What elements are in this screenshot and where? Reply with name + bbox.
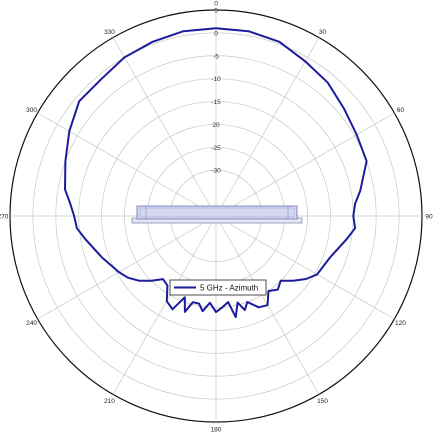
angular-tick-label: 120 — [395, 320, 406, 327]
radial-tick-label: -5 — [213, 53, 219, 60]
radial-tick-label: 5 — [214, 8, 218, 15]
grid-spoke-60 — [215, 112, 395, 217]
radial-tick-label: -15 — [211, 99, 221, 106]
angular-tick-label: 180 — [211, 427, 222, 433]
grid-spoke-240 — [37, 215, 217, 320]
angular-tick-label: 240 — [26, 320, 37, 327]
radial-tick-label: 0 — [214, 30, 218, 37]
angular-tick-label: 90 — [425, 214, 433, 221]
legend-box — [169, 279, 267, 296]
radial-tick-label: -25 — [211, 145, 221, 152]
angular-tick-label: 330 — [104, 29, 115, 36]
angular-tick-label: 210 — [104, 398, 115, 405]
angular-tick-label: 300 — [26, 107, 37, 114]
grid-spoke-30 — [215, 37, 320, 217]
angular-tick-label: 270 — [0, 214, 9, 221]
legend: 5 GHz - Azimuth — [169, 279, 267, 296]
angular-tick-label: 0 — [214, 1, 218, 8]
series-line-0 — [64, 27, 368, 319]
legend-label: 5 GHz - Azimuth — [200, 284, 258, 293]
series-layer — [64, 27, 368, 319]
grid-spoke-120 — [215, 215, 395, 320]
grid-spoke-300 — [37, 112, 217, 217]
radial-tick-label: -10 — [211, 76, 221, 83]
angular-tick-label: 150 — [317, 398, 328, 405]
angular-tick-label: 60 — [397, 107, 405, 114]
antenna-device-icon — [131, 205, 303, 224]
grid-spoke-330 — [112, 37, 217, 217]
angular-tick-label: 30 — [319, 29, 327, 36]
radial-tick-label: -30 — [211, 168, 221, 175]
grid-spoke-210 — [112, 215, 217, 395]
radial-tick-label: 20 — [212, 122, 220, 129]
radial-tick-labels: 5 0 -5 -10 -15 20 -25 -30 — [211, 8, 221, 175]
